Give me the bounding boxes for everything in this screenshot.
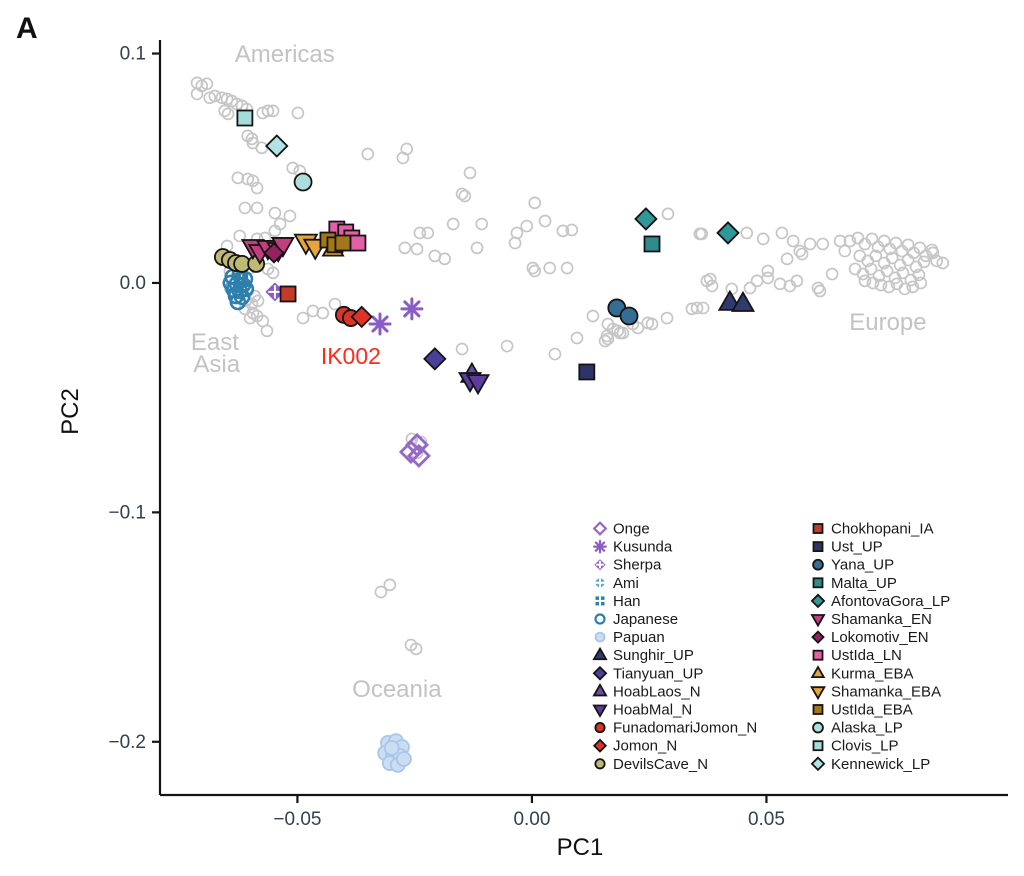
series-UstIda_EBA xyxy=(319,231,352,254)
series-Lokomotiv_EN xyxy=(263,242,285,264)
series-Malta_UP xyxy=(643,235,661,253)
series-Chokhopani_IA xyxy=(279,285,297,303)
series-Onge xyxy=(398,432,431,468)
legend-label: Chokhopani_IA xyxy=(831,521,934,538)
legend-label: Papuan xyxy=(613,629,665,646)
annotation-ik002: IK002 xyxy=(321,343,381,369)
series-Kusunda xyxy=(368,297,424,336)
legend-item-Japanese: Japanese xyxy=(594,611,678,628)
legend-label: Han xyxy=(613,593,641,610)
annotation-east: East xyxy=(191,329,239,356)
legend-item-HoabLaos_N: HoabLaos_N xyxy=(592,683,701,700)
series-Ust_UP xyxy=(578,363,596,381)
series-Tianyuan_UP xyxy=(423,347,447,371)
legend-label: Sherpa xyxy=(613,557,662,574)
series-Kennewick_LP xyxy=(265,134,289,158)
legend-label: Onge xyxy=(613,521,650,538)
legend-item-HoabMal_N: HoabMal_N xyxy=(592,702,692,719)
y-tick-label: −0.2 xyxy=(108,732,146,753)
x-axis: −0.05 0.00 0.05 PC1 xyxy=(160,793,1008,861)
legend-item-AfontovaGora_LP: AfontovaGora_LP xyxy=(810,593,950,610)
legend-item-Han: Han xyxy=(595,593,641,610)
legend-label: Shamanka_EBA xyxy=(831,683,941,700)
annotation-americas: Americas xyxy=(235,41,335,68)
legend-label: Shamanka_EN xyxy=(831,611,932,628)
legend-label: Kusunda xyxy=(613,539,673,556)
series-AfontovaGora_LP xyxy=(634,207,740,245)
legend-item-Kusunda: Kusunda xyxy=(593,539,673,556)
legend: OngeKusundaSherpaAmiHanJapanesePapuanSun… xyxy=(592,521,950,773)
legend-item-Jomon_N: Jomon_N xyxy=(592,738,677,755)
legend-item-Malta_UP: Malta_UP xyxy=(812,575,897,592)
legend-label: HoabLaos_N xyxy=(613,683,701,700)
series-DevilsCave_N xyxy=(213,248,266,273)
legend-item-Ami: Ami xyxy=(595,575,639,592)
y-axis-title: PC2 xyxy=(57,388,84,435)
legend-label: Alaska_LP xyxy=(831,720,903,737)
legend-item-Tianyuan_UP: Tianyuan_UP xyxy=(592,665,703,682)
series-HoabMal_N xyxy=(457,372,491,396)
legend-label: Ust_UP xyxy=(831,539,883,556)
legend-label: Japanese xyxy=(613,611,678,628)
legend-label: Kennewick_LP xyxy=(831,756,930,773)
legend-item-Sunghir_UP: Sunghir_UP xyxy=(592,646,694,664)
legend-label: FunadomariJomon_N xyxy=(613,720,757,737)
series-Yana_UP xyxy=(607,298,639,326)
y-axis: 0.1 0.0 −0.1 −0.2 PC2 xyxy=(57,40,162,795)
legend-item-Sherpa: Sherpa xyxy=(594,557,662,574)
background-points xyxy=(190,76,950,656)
series-Alaska_LP xyxy=(293,172,313,192)
legend-label: Clovis_LP xyxy=(831,738,899,755)
y-tick-label: 0.0 xyxy=(120,273,146,294)
y-tick-label: −0.1 xyxy=(108,502,146,523)
legend-item-Kennewick_LP: Kennewick_LP xyxy=(810,756,930,773)
legend-item-Papuan: Papuan xyxy=(594,629,665,646)
legend-label: AfontovaGora_LP xyxy=(831,593,950,610)
legend-item-Chokhopani_IA: Chokhopani_IA xyxy=(812,521,934,538)
legend-item-Alaska_LP: Alaska_LP xyxy=(812,720,903,737)
legend-label: DevilsCave_N xyxy=(613,756,708,773)
legend-label: UstIda_LN xyxy=(831,647,902,664)
x-tick-label: −0.05 xyxy=(273,809,321,830)
legend-label: Ami xyxy=(613,575,639,592)
legend-item-DevilsCave_N: DevilsCave_N xyxy=(594,756,708,773)
annotation-asia: Asia xyxy=(193,351,240,378)
legend-item-FunadomariJomon_N: FunadomariJomon_N xyxy=(594,720,757,737)
legend-item-Onge: Onge xyxy=(592,521,650,538)
series-Japanese xyxy=(222,266,255,311)
legend-label: Jomon_N xyxy=(613,738,677,755)
legend-label: Yana_UP xyxy=(831,557,894,574)
legend-label: Kurma_EBA xyxy=(831,665,914,682)
legend-item-Lokomotiv_EN: Lokomotiv_EN xyxy=(811,629,929,646)
legend-label: UstIda_EBA xyxy=(831,702,913,719)
legend-label: HoabMal_N xyxy=(613,702,692,719)
legend-label: Lokomotiv_EN xyxy=(831,629,929,646)
x-axis-title: PC1 xyxy=(557,834,604,861)
legend-label: Tianyuan_UP xyxy=(613,665,703,682)
legend-item-Shamanka_EBA: Shamanka_EBA xyxy=(810,683,941,700)
panel-label: A xyxy=(16,12,38,45)
series-Clovis_LP xyxy=(236,109,254,127)
series-Sunghir_UP xyxy=(717,289,756,312)
legend-item-Ust_UP: Ust_UP xyxy=(812,539,883,556)
legend-item-UstIda_EBA: UstIda_EBA xyxy=(812,702,913,719)
legend-item-Kurma_EBA: Kurma_EBA xyxy=(810,665,914,682)
x-tick-label: 0.05 xyxy=(748,809,785,830)
legend-item-Yana_UP: Yana_UP xyxy=(812,557,894,574)
x-tick-label: 0.00 xyxy=(513,809,550,830)
series-Jomon_N xyxy=(350,305,373,329)
legend-label: Malta_UP xyxy=(831,575,897,592)
y-tick-label: 0.1 xyxy=(120,44,146,65)
legend-item-UstIda_LN: UstIda_LN xyxy=(812,647,902,664)
legend-item-Shamanka_EN: Shamanka_EN xyxy=(810,611,932,628)
legend-item-Clovis_LP: Clovis_LP xyxy=(812,738,899,755)
series-Papuan xyxy=(377,733,412,773)
sample-series xyxy=(213,109,756,773)
legend-label: Sunghir_UP xyxy=(613,647,694,664)
annotation-oceania: Oceania xyxy=(352,676,442,703)
annotation-europe: Europe xyxy=(849,309,926,336)
